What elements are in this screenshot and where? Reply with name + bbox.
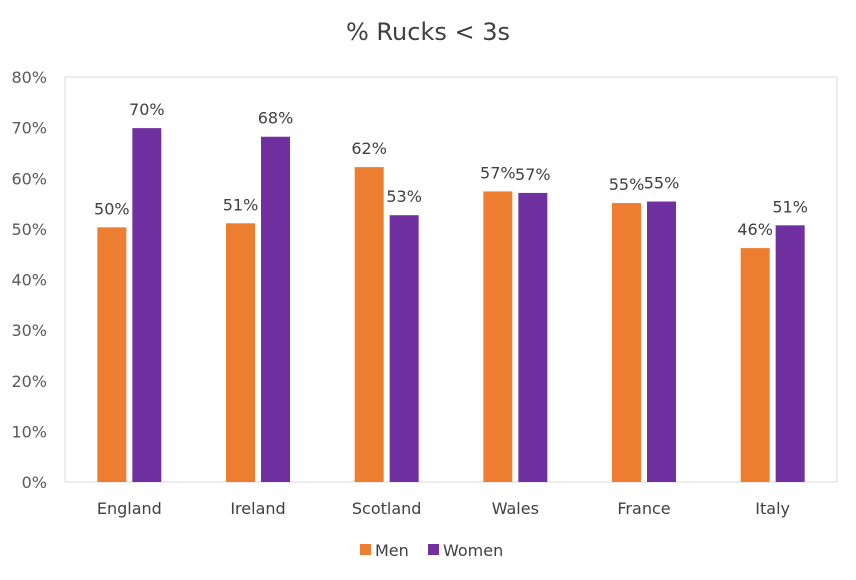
- bar-men-england: [97, 227, 127, 482]
- x-tick-label: Scotland: [352, 499, 422, 518]
- data-label: 62%: [351, 139, 387, 158]
- bar-women-wales: [518, 192, 548, 482]
- y-tick-label: 0%: [22, 473, 47, 492]
- data-label: 46%: [737, 220, 773, 239]
- bar-men-ireland: [226, 223, 255, 482]
- y-tick-label: 60%: [11, 169, 47, 188]
- x-tick-label: Wales: [492, 499, 539, 518]
- data-label: 57%: [480, 163, 516, 182]
- data-label: 53%: [386, 187, 422, 206]
- bar-women-france: [647, 201, 676, 482]
- y-tick-label: 30%: [11, 321, 47, 340]
- legend-label: Women: [443, 541, 503, 560]
- data-label: 70%: [129, 100, 165, 119]
- data-label: 51%: [223, 195, 259, 214]
- bar-men-wales: [483, 191, 513, 482]
- bars: [97, 128, 805, 483]
- x-tick-label: Ireland: [230, 499, 285, 518]
- x-tick-label: Italy: [755, 499, 790, 518]
- data-label: 50%: [94, 199, 130, 218]
- data-labels: 50% 70% 51% 68% 62% 53% 57% 57% 55% 55% 46% 51%: [94, 100, 808, 239]
- y-tick-label: 10%: [11, 422, 47, 441]
- data-label: 57%: [515, 165, 551, 184]
- legend-swatch-women: [428, 544, 439, 555]
- y-tick-label: 80%: [11, 68, 47, 87]
- legend-swatch-men: [360, 544, 371, 555]
- bar-women-italy: [775, 225, 805, 483]
- data-label: 55%: [644, 174, 680, 193]
- plot-area: [64, 76, 838, 483]
- data-label: 55%: [609, 175, 645, 194]
- bar-men-scotland: [354, 167, 384, 483]
- legend: Men Women: [360, 541, 503, 560]
- legend-label: Men: [375, 541, 409, 560]
- bar-men-france: [612, 203, 641, 482]
- bar-men-italy: [740, 248, 770, 482]
- x-tick-label: England: [97, 499, 162, 518]
- chart-title: % Rucks < 3s: [346, 18, 510, 46]
- x-axis: England Ireland Scotland Wales France Italy: [97, 499, 790, 518]
- y-axis: 0% 10% 20% 30% 40% 50% 60% 70% 80%: [11, 68, 47, 492]
- data-label: 51%: [772, 197, 808, 216]
- y-tick-label: 70%: [11, 119, 47, 138]
- y-tick-label: 40%: [11, 271, 47, 290]
- y-tick-label: 20%: [11, 372, 47, 391]
- bar-women-ireland: [261, 136, 290, 483]
- bar-women-scotland: [389, 215, 419, 483]
- bar-women-england: [132, 128, 162, 482]
- y-tick-label: 50%: [11, 220, 47, 239]
- x-tick-label: France: [617, 499, 670, 518]
- data-label: 68%: [258, 109, 294, 128]
